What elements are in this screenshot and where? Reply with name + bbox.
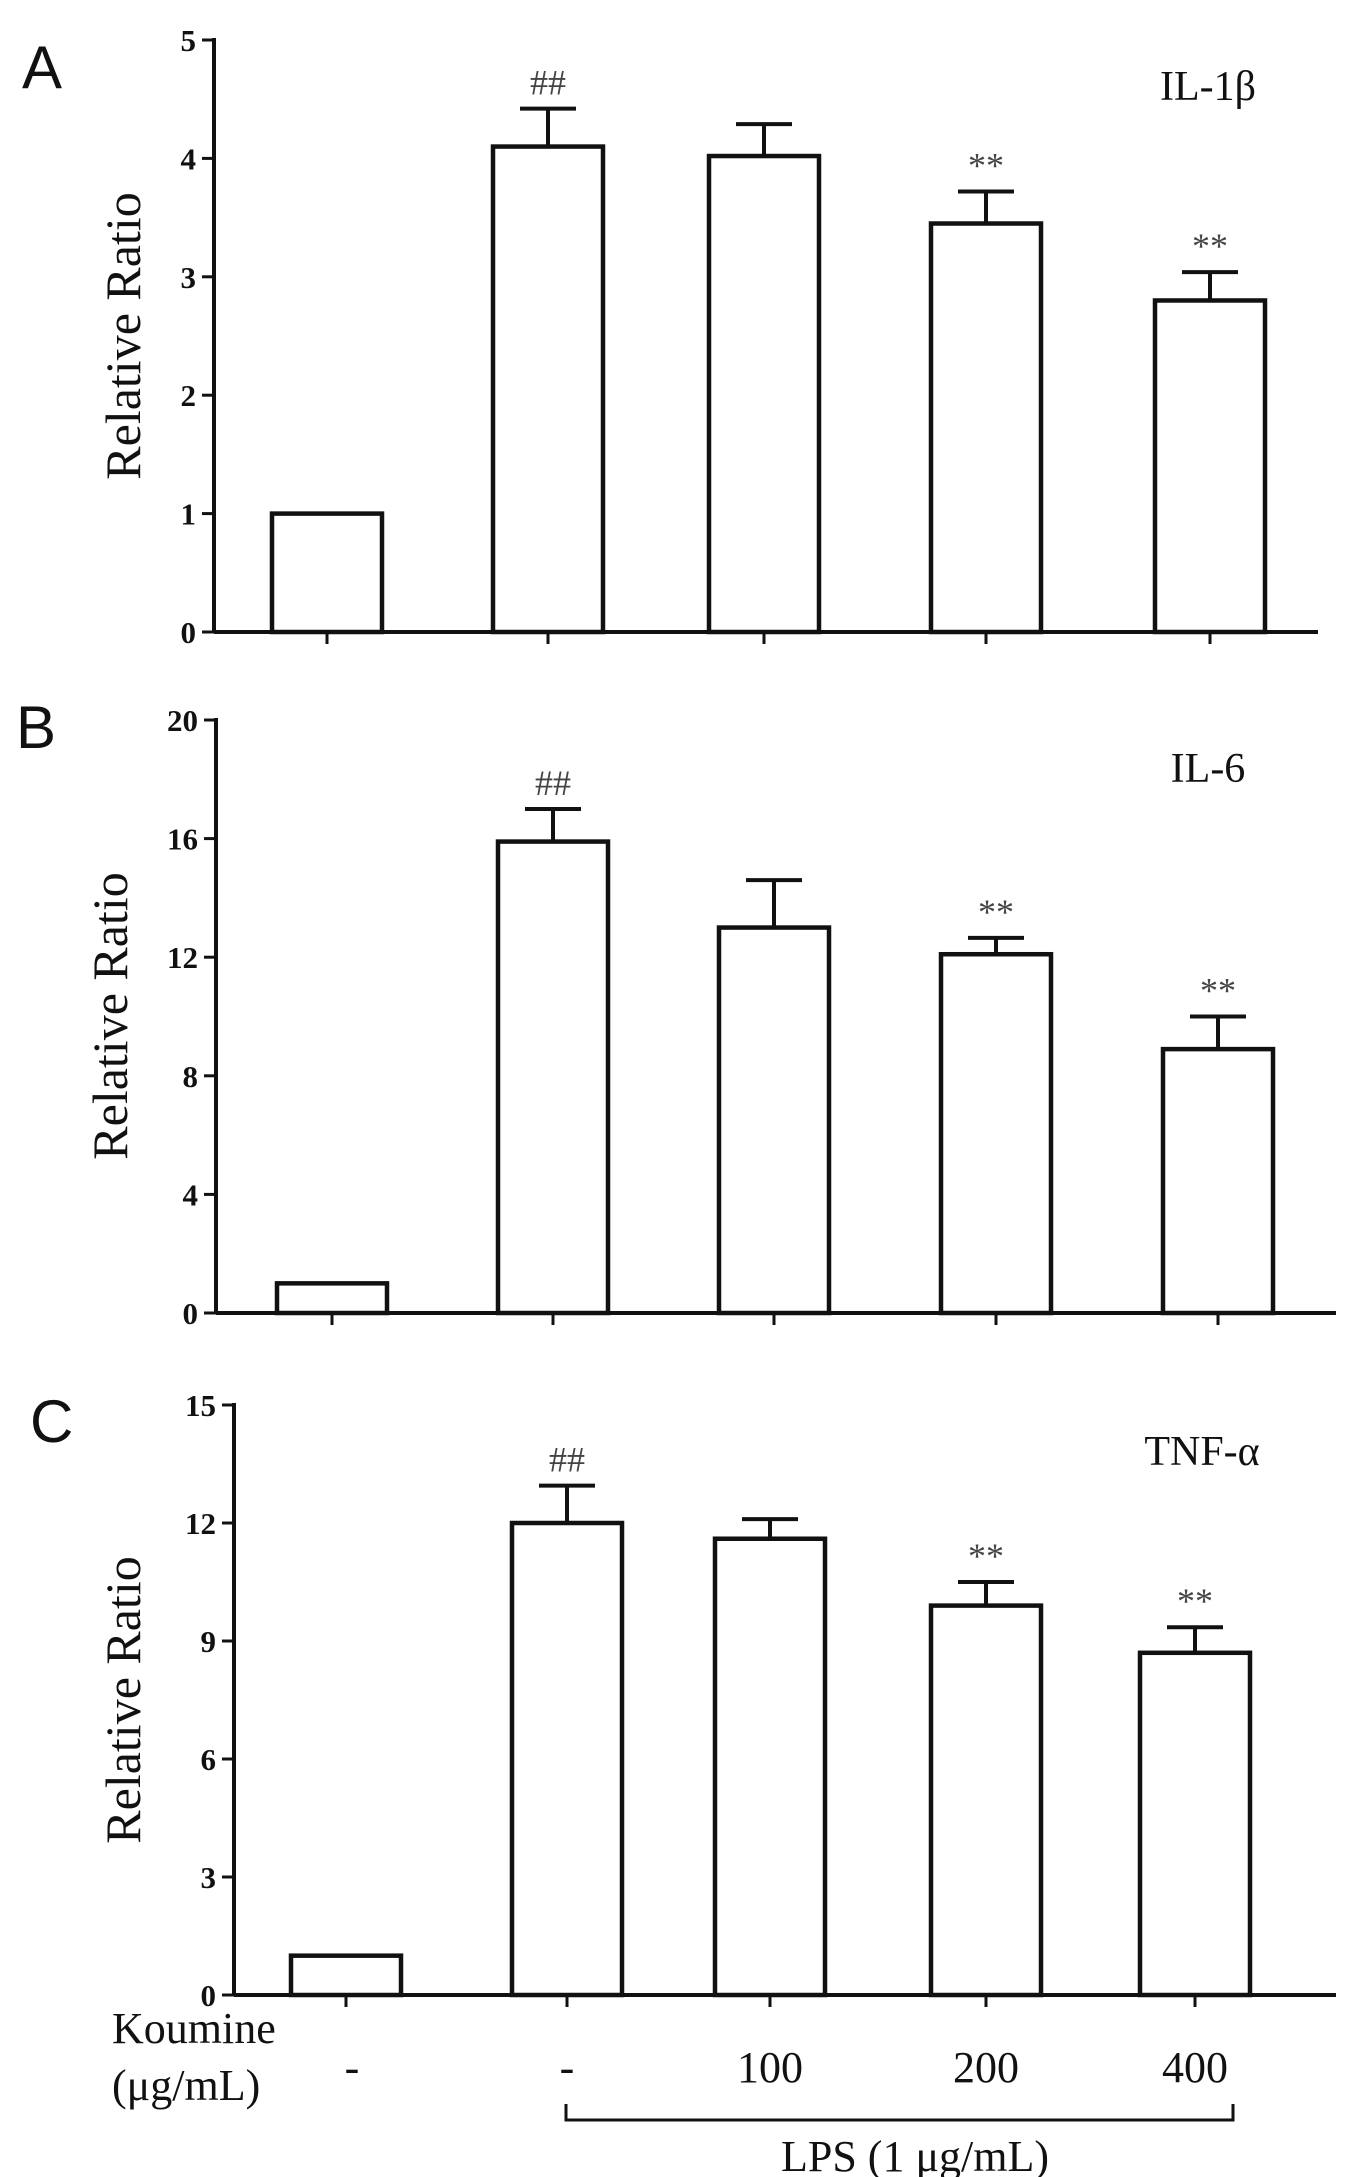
y-tick-label-b-20: 20 (167, 703, 198, 738)
significance-marker-b-1: ## (535, 763, 571, 803)
y-tick-label-c-9: 9 (201, 1624, 217, 1659)
bar-a-3 (928, 221, 1044, 635)
bar-b-2 (716, 925, 832, 1316)
bar-c-0 (288, 1953, 404, 1998)
significance-marker-c-3: ** (968, 1536, 1004, 1576)
bar-b-4 (1160, 1046, 1276, 1316)
y-tick-label-c-3: 3 (201, 1860, 217, 1895)
panel-b: B Relative Ratio IL-6 0 4 8 12 16 20 ## ** ** (16, 694, 1336, 1331)
significance-marker-c-4: ** (1177, 1581, 1213, 1621)
significance-marker-b-3: ** (978, 892, 1014, 932)
x-condition-labels: Koumine (μg/mL) - - 100 200 400 LPS (1 μ… (112, 2004, 1235, 2177)
panel-letter-b: B (16, 694, 56, 761)
condition-label-200: 200 (953, 2043, 1019, 2092)
y-tick-label-c-12: 12 (185, 1506, 216, 1541)
panel-a: A Relative Ratio IL-1β 0 1 2 3 4 5 ## ** ** (22, 23, 1318, 650)
bar-b-0 (274, 1281, 390, 1316)
y-tick-label-c-15: 15 (185, 1388, 216, 1423)
chart-title-c: TNF-α (1144, 1429, 1259, 1475)
significance-marker-a-1: ## (530, 63, 566, 103)
koumine-unit-label: (μg/mL) (112, 2061, 260, 2110)
significance-marker-b-4: ** (1200, 971, 1236, 1011)
lps-label: LPS (1 μg/mL) (781, 2132, 1049, 2177)
bar-b-3 (938, 951, 1054, 1316)
bar-a-1 (490, 144, 606, 635)
bar-c-1 (509, 1520, 625, 1998)
koumine-label: Koumine (112, 2004, 276, 2053)
y-tick-label-c-0: 0 (201, 1978, 217, 2013)
panel-c: C Relative Ratio TNF-α 0 3 6 9 12 15 ## ** ** (30, 1388, 1336, 2013)
condition-label-400: 400 (1162, 2043, 1228, 2092)
significance-marker-a-3: ** (968, 146, 1004, 186)
y-tick-label-b-8: 8 (183, 1059, 199, 1094)
y-tick-label-a-1: 1 (181, 497, 197, 532)
y-tick-label-b-4: 4 (183, 1177, 199, 1212)
y-tick-label-c-6: 6 (201, 1742, 217, 1777)
bar-a-0 (269, 511, 385, 635)
y-axis-label-a: Relative Ratio (95, 192, 151, 479)
panel-letter-c: C (30, 1388, 73, 1455)
bar-a-4 (1152, 298, 1268, 635)
chart-title-a: IL-1β (1160, 64, 1256, 110)
y-tick-label-b-0: 0 (183, 1296, 199, 1331)
significance-marker-c-1: ## (549, 1440, 585, 1480)
y-tick-label-a-0: 0 (181, 615, 197, 650)
bar-c-2 (712, 1536, 828, 1998)
chart-title-b: IL-6 (1171, 746, 1246, 792)
condition-label-100: 100 (737, 2043, 803, 2092)
y-tick-label-a-4: 4 (181, 141, 197, 176)
panel-letter-a: A (22, 34, 62, 101)
bar-c-4 (1137, 1650, 1253, 1998)
condition-label-lps: - (560, 2043, 575, 2092)
bar-b-1 (495, 839, 611, 1316)
lps-bracket (564, 2104, 1235, 2122)
significance-marker-a-4: ** (1192, 226, 1228, 266)
y-axis-label-c: Relative Ratio (95, 1556, 151, 1843)
y-tick-label-a-5: 5 (181, 23, 197, 58)
y-tick-label-b-16: 16 (167, 822, 198, 857)
y-tick-label-a-3: 3 (181, 260, 197, 295)
bar-c-3 (928, 1603, 1044, 1998)
condition-label-control: - (345, 2043, 360, 2092)
bar-a-2 (706, 153, 822, 635)
y-tick-label-a-2: 2 (181, 378, 197, 413)
y-tick-label-b-12: 12 (167, 940, 198, 975)
y-axis-label-b: Relative Ratio (82, 872, 138, 1159)
